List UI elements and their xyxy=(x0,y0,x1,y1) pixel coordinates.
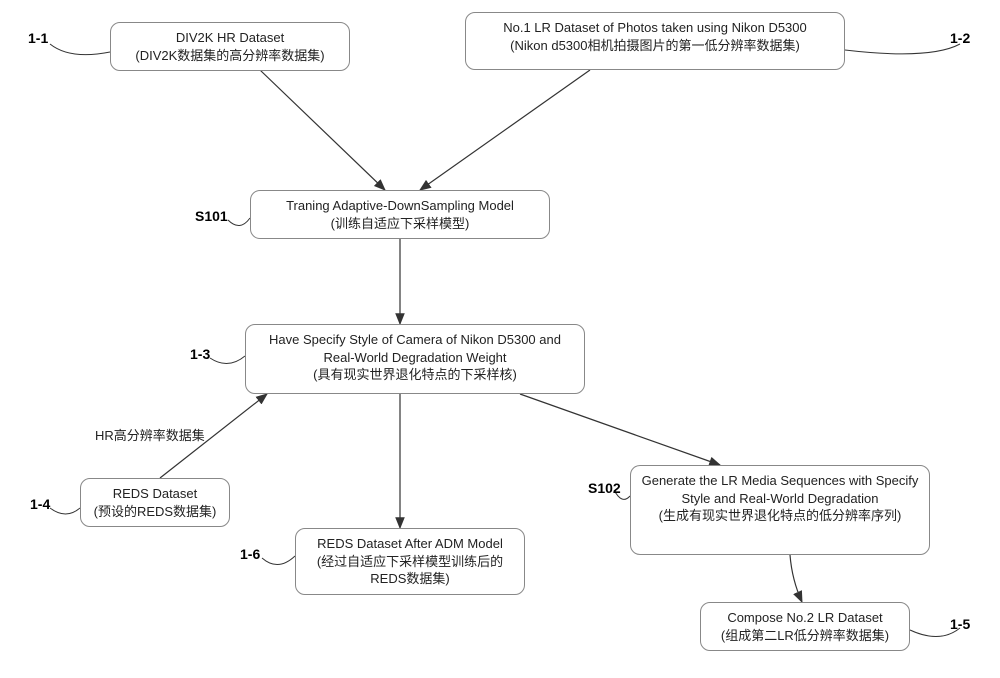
node-n2-en: No.1 LR Dataset of Photos taken using Ni… xyxy=(476,19,834,37)
node-n4: Have Specify Style of Camera of Nikon D5… xyxy=(245,324,585,394)
edge-n7-n8 xyxy=(790,555,802,602)
edge-n4-n7 xyxy=(520,394,720,465)
leader-l12 xyxy=(845,44,960,54)
node-n8-en: Compose No.2 LR Dataset xyxy=(711,609,899,627)
node-n5-en: REDS Dataset xyxy=(91,485,219,503)
label-l11: 1-1 xyxy=(28,30,48,46)
node-n3-zh: (训练自适应下采样模型) xyxy=(261,215,539,233)
leader-l16 xyxy=(262,556,295,565)
node-n1-en: DIV2K HR Dataset xyxy=(121,29,339,47)
edge-n2-n3 xyxy=(420,70,590,190)
node-n5: REDS Dataset(预设的REDS数据集) xyxy=(80,478,230,527)
label-l14: 1-4 xyxy=(30,496,50,512)
label-l12: 1-2 xyxy=(950,30,970,46)
node-n1-zh: (DIV2K数据集的高分辨率数据集) xyxy=(121,47,339,65)
label-l16: 1-6 xyxy=(240,546,260,562)
label-l15: 1-5 xyxy=(950,616,970,632)
leader-l13 xyxy=(210,356,245,364)
node-n7-en: Generate the LR Media Sequences with Spe… xyxy=(641,472,919,507)
edge-n1-n3 xyxy=(260,70,385,190)
leader-l11 xyxy=(50,44,110,55)
node-n7-zh: (生成有现实世界退化特点的低分辨率序列) xyxy=(641,507,919,525)
node-n4-en: Have Specify Style of Camera of Nikon D5… xyxy=(256,331,574,366)
node-n8-zh: (组成第二LR低分辨率数据集) xyxy=(711,627,899,645)
label-s101: S101 xyxy=(195,208,228,224)
node-n4-zh: (具有现实世界退化特点的下采样核) xyxy=(256,366,574,384)
node-n6: REDS Dataset After ADM Model(经过自适应下采样模型训… xyxy=(295,528,525,595)
label-s102: S102 xyxy=(588,480,621,496)
node-n2-zh: (Nikon d5300相机拍摄图片的第一低分辨率数据集) xyxy=(476,37,834,55)
node-n3: Traning Adaptive-DownSampling Model(训练自适… xyxy=(250,190,550,239)
node-n6-en: REDS Dataset After ADM Model xyxy=(306,535,514,553)
leader-s101 xyxy=(228,218,250,226)
node-n7: Generate the LR Media Sequences with Spe… xyxy=(630,465,930,555)
node-n2: No.1 LR Dataset of Photos taken using Ni… xyxy=(465,12,845,70)
leader-l14 xyxy=(50,508,80,514)
node-n5-zh: (预设的REDS数据集) xyxy=(91,503,219,521)
edgelabel-hr: HR高分辨率数据集 xyxy=(95,425,205,444)
node-n6-zh: (经过自适应下采样模型训练后的REDS数据集) xyxy=(306,553,514,588)
node-n8: Compose No.2 LR Dataset(组成第二LR低分辨率数据集) xyxy=(700,602,910,651)
node-n3-en: Traning Adaptive-DownSampling Model xyxy=(261,197,539,215)
label-l13: 1-3 xyxy=(190,346,210,362)
node-n1: DIV2K HR Dataset(DIV2K数据集的高分辨率数据集) xyxy=(110,22,350,71)
